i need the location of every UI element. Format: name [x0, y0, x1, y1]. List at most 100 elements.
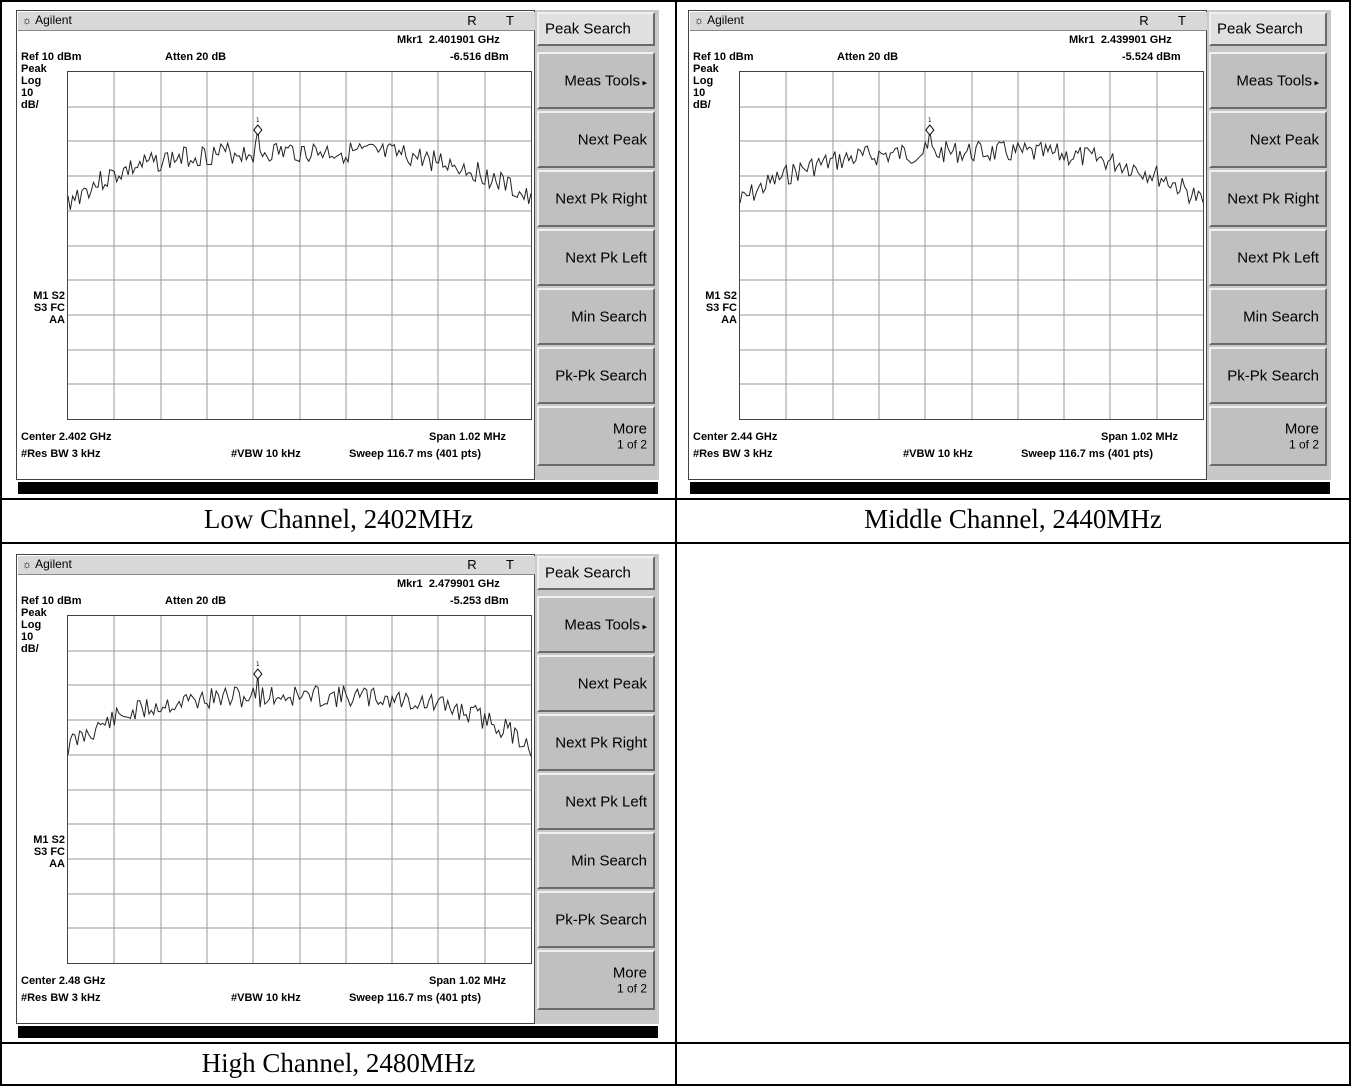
table-row-divider: [676, 1042, 1351, 1044]
min-search-button[interactable]: Min Search: [1209, 288, 1327, 345]
status-bar: [690, 482, 1330, 494]
meas-tools-button[interactable]: Meas Tools ▸: [537, 52, 655, 109]
meas-tools-label: Meas Tools ▸: [564, 616, 647, 633]
next-peak-button[interactable]: Next Peak: [1209, 111, 1327, 168]
ref-level: Ref 10 dBm: [693, 51, 754, 63]
more-page-indicator: 1 of 2: [616, 437, 647, 452]
video-bandwidth: #VBW 10 kHz: [903, 448, 973, 460]
meas-tools-button[interactable]: Meas Tools ▸: [537, 596, 655, 653]
marker-readout: Mkr1 2.479901 GHz: [397, 578, 500, 590]
resolution-bandwidth: #Res BW 3 kHz: [21, 448, 101, 460]
pk-pk-search-button[interactable]: Pk-Pk Search: [537, 891, 655, 948]
softkey-panel: Peak Search Meas Tools ▸ Next Peak Next Pk …: [1207, 10, 1331, 480]
status-flags: M1 S2 S3 FC AA: [21, 290, 65, 326]
next-pk-right-label: Next Pk Right: [1227, 190, 1319, 207]
caption-low-channel: Low Channel, 2402MHz: [203, 504, 474, 534]
video-bandwidth: #VBW 10 kHz: [231, 448, 301, 460]
center-frequency: Center 2.44 GHz: [693, 431, 778, 443]
next-pk-left-label: Next Pk Left: [1237, 249, 1319, 266]
marker-number: 1: [928, 117, 932, 124]
softkey-text: Next Pk Left: [565, 793, 647, 810]
marker-freq: 2.439901 GHz: [1100, 34, 1172, 46]
softkey-text: Min Search: [1243, 308, 1319, 325]
peak-search-button[interactable]: Peak Search: [1209, 12, 1327, 46]
marker-label: Mkr1: [1069, 34, 1095, 46]
softkey-text: Next Peak: [577, 131, 647, 148]
status-lines-0: M1 S2: [705, 290, 737, 302]
status-bar: [18, 1026, 658, 1038]
mode-lines-3: dB/: [693, 99, 711, 111]
brand-name: Agilent: [35, 13, 72, 27]
status-lines-2: AA: [49, 314, 65, 326]
marker-diamond-icon[interactable]: [925, 124, 935, 136]
next-pk-right-button[interactable]: Next Pk Right: [537, 714, 655, 771]
mode-lines-2: 10: [21, 631, 34, 643]
more-button[interactable]: More 1 of 2: [537, 406, 655, 466]
trace-svg: 1: [68, 616, 531, 963]
next-peak-button[interactable]: Next Peak: [537, 111, 655, 168]
marker-freq: 2.479901 GHz: [428, 578, 500, 590]
next-peak-button[interactable]: Next Peak: [537, 655, 655, 712]
min-search-button[interactable]: Min Search: [537, 832, 655, 889]
status-bar: [18, 482, 658, 494]
more-button[interactable]: More 1 of 2: [1209, 406, 1327, 466]
scale-mode: Peak Log 10 dB/: [693, 63, 719, 111]
more-page-indicator: 1 of 2: [616, 981, 647, 996]
mode-lines-2: 10: [693, 87, 706, 99]
more-button[interactable]: More 1 of 2: [537, 950, 655, 1010]
next-pk-left-button[interactable]: Next Pk Left: [537, 773, 655, 830]
submenu-arrow-icon: ▸: [639, 621, 647, 631]
more-page-indicator: 1 of 2: [1288, 437, 1319, 452]
mode-lines-1: Log: [21, 619, 42, 631]
next-pk-left-button[interactable]: Next Pk Left: [537, 229, 655, 286]
peak-search-button[interactable]: Peak Search: [537, 12, 655, 46]
marker-level: -5.253 dBm: [450, 595, 509, 607]
softkey-text: Next Pk Right: [555, 190, 647, 207]
mode-lines-3: dB/: [21, 643, 39, 655]
status-rt: R T: [467, 13, 527, 28]
spectrum-analyzer-high: ☼ Agilent R T Mkr1 2.479901 GHz Ref 10 dB…: [16, 554, 662, 1038]
analyzer-screen: ☼ Agilent R T Mkr1 2.401901 GHz Ref 10 dB…: [16, 10, 535, 480]
pk-pk-search-button[interactable]: Pk-Pk Search: [1209, 347, 1327, 404]
min-search-label: Min Search: [571, 308, 647, 325]
trace-display: 1: [739, 71, 1204, 420]
marker-level: -6.516 dBm: [450, 51, 509, 63]
title-bar: ☼ Agilent R T: [18, 12, 535, 31]
mode-lines-0: Peak: [21, 63, 47, 75]
softkey-text: Peak Search: [545, 20, 631, 38]
marker-diamond-icon[interactable]: [253, 668, 263, 680]
center-frequency: Center 2.48 GHz: [21, 975, 106, 987]
softkey-text: More: [1284, 420, 1319, 438]
trace-display: 1: [67, 71, 532, 420]
softkey-text: Next Pk Left: [1237, 249, 1319, 266]
peak-search-button[interactable]: Peak Search: [537, 556, 655, 590]
status-lines-0: M1 S2: [33, 290, 65, 302]
span: Span 1.02 MHz: [1101, 431, 1179, 443]
next-pk-right-button[interactable]: Next Pk Right: [537, 170, 655, 227]
softkey-text: Meas Tools: [564, 72, 640, 89]
status-lines-2: AA: [49, 858, 65, 870]
marker-diamond-icon[interactable]: [253, 124, 263, 136]
brand-name: Agilent: [707, 13, 744, 27]
next-pk-right-label: Next Pk Right: [555, 734, 647, 751]
trace-display: 1: [67, 615, 532, 964]
brand-name: Agilent: [35, 557, 72, 571]
next-pk-left-button[interactable]: Next Pk Left: [1209, 229, 1327, 286]
spectrum-trace: [68, 129, 531, 210]
spectrum-analyzer-low: ☼ Agilent R T Mkr1 2.401901 GHz Ref 10 dB…: [16, 10, 662, 494]
trace-svg: 1: [68, 72, 531, 419]
next-pk-left-label: Next Pk Left: [565, 793, 647, 810]
pk-pk-search-button[interactable]: Pk-Pk Search: [537, 347, 655, 404]
meas-tools-button[interactable]: Meas Tools ▸: [1209, 52, 1327, 109]
status-lines-0: M1 S2: [33, 834, 65, 846]
softkey-text: Next Peak: [1249, 131, 1319, 148]
next-pk-right-button[interactable]: Next Pk Right: [1209, 170, 1327, 227]
table-row-divider: [0, 1042, 676, 1044]
more-label: More 1 of 2: [613, 965, 647, 996]
min-search-button[interactable]: Min Search: [537, 288, 655, 345]
mode-lines-1: Log: [21, 75, 42, 87]
mode-lines-0: Peak: [693, 63, 719, 75]
span: Span 1.02 MHz: [429, 975, 507, 987]
softkey-panel: Peak Search Meas Tools ▸ Next Peak Next Pk …: [535, 10, 659, 480]
analyzer-screen: ☼ Agilent R T Mkr1 2.479901 GHz Ref 10 dB…: [16, 554, 535, 1024]
